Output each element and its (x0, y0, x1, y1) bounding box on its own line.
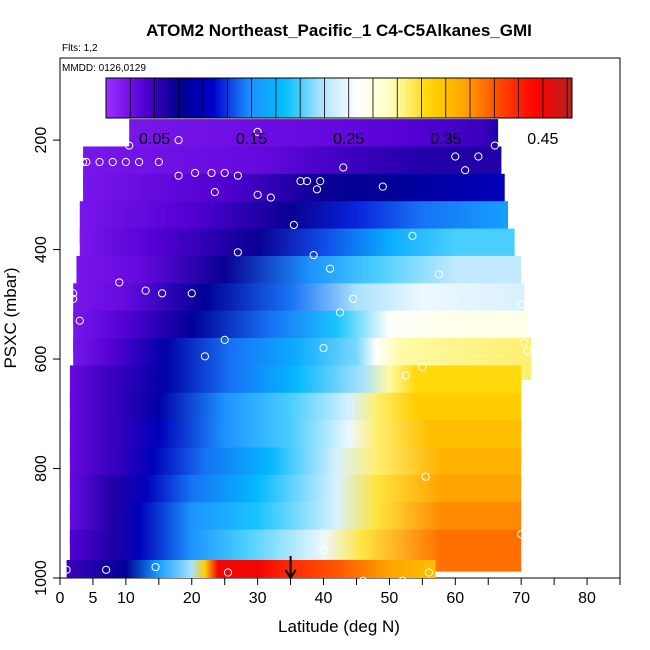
observation-point (312, 185, 322, 194)
observation-point (82, 157, 91, 167)
observation-point (517, 530, 526, 539)
observation-point (289, 220, 298, 230)
observation-point (200, 352, 210, 361)
observation-point (474, 152, 483, 161)
y-axis: 200 400 600 800 1000 (33, 127, 60, 596)
colorbar-tick-label: 0.05 (139, 131, 170, 148)
y-tick-label: 800 (33, 455, 50, 482)
observation-point (418, 363, 427, 372)
colorbar-tick-label: 0.25 (333, 131, 364, 148)
observation-point (62, 565, 71, 574)
observation-point (95, 157, 104, 167)
observation-point (220, 168, 229, 178)
observation-point (378, 182, 387, 191)
observation-point (151, 562, 160, 572)
observation-point (339, 163, 348, 172)
observation-point (398, 576, 407, 585)
observation-point (69, 289, 78, 298)
observation-point (451, 152, 460, 161)
observation-point (401, 371, 410, 380)
flights-label: Flts: 1,2 (62, 43, 98, 54)
x-tick-label: 0 (56, 590, 65, 607)
x-tick-label: 30 (249, 590, 267, 607)
colorbar-tick-label: 0.15 (236, 131, 267, 148)
observation-point (125, 141, 134, 150)
y-tick-label: 400 (33, 236, 50, 263)
observation-markers (62, 127, 532, 585)
observation-point (523, 346, 532, 355)
observation-point (174, 171, 183, 180)
observation-point (233, 248, 242, 257)
x-axis: 0 5 10 20 30 40 50 60 70 80 (56, 578, 621, 607)
observation-point (490, 141, 499, 150)
x-tick-label: 80 (578, 590, 596, 607)
observation-point (319, 344, 328, 353)
observation-point (253, 127, 262, 136)
heatmap-band (66, 560, 436, 578)
observation-point (121, 157, 130, 167)
x-tick-label: 5 (88, 590, 97, 607)
observation-point (408, 231, 417, 240)
observation-point (158, 289, 167, 298)
x-tick-label: 50 (381, 590, 399, 607)
observation-point (253, 190, 262, 199)
y-tick-label: 200 (33, 127, 50, 154)
observation-point (520, 338, 529, 347)
observation-point (326, 264, 335, 273)
observation-point (266, 193, 275, 202)
observation-point (154, 157, 163, 167)
y-tick-label: 600 (33, 346, 50, 373)
heatmap-bands (66, 119, 532, 578)
x-tick-label: 60 (446, 590, 464, 607)
observation-point (115, 278, 124, 287)
observation-point (309, 250, 318, 260)
observation-point (78, 157, 88, 167)
observation-point (220, 335, 229, 344)
x-axis-label: Latitude (deg N) (278, 617, 400, 636)
observation-point (358, 576, 368, 585)
observation-point (134, 157, 144, 167)
chart-title: ATOM2 Northeast_Pacific_1 C4-C5Alkanes_G… (146, 21, 532, 40)
observation-point (319, 546, 328, 555)
observation-point (316, 177, 325, 186)
observation-point (434, 270, 443, 279)
observation-point (207, 168, 216, 178)
y-tick-label: 1000 (33, 560, 50, 596)
x-tick-label: 10 (117, 590, 135, 607)
observation-point (174, 136, 183, 145)
observation-point (233, 171, 242, 180)
colorbar-tick-label: 0.45 (527, 131, 558, 148)
colorbar: 0.05 0.15 0.25 0.35 0.45 (105, 77, 573, 148)
observation-point (223, 568, 233, 577)
observation-point (69, 294, 78, 303)
mmdd-label: MMDD: 0126,0129 (62, 63, 146, 74)
observation-point (296, 177, 305, 186)
colorbar-tick-label: 0.35 (430, 131, 461, 148)
x-tick-label: 70 (512, 590, 530, 607)
x-tick-label: 20 (183, 590, 201, 607)
observation-point (108, 157, 117, 167)
x-tick-label: 40 (315, 590, 333, 607)
observation-point (141, 286, 150, 295)
observation-point (335, 308, 345, 317)
observation-point (210, 188, 219, 197)
observation-point (190, 168, 200, 178)
observation-point (517, 300, 526, 309)
observation-point (421, 472, 430, 481)
observation-point (302, 177, 312, 186)
observation-point (75, 316, 84, 325)
y-axis-label: PSXC (mbar) (1, 267, 20, 368)
observation-point (102, 565, 111, 574)
observation-point (461, 166, 470, 175)
observation-point (424, 568, 434, 577)
observation-point (187, 289, 196, 298)
observation-point (349, 294, 358, 303)
colorbar-body (105, 77, 573, 119)
